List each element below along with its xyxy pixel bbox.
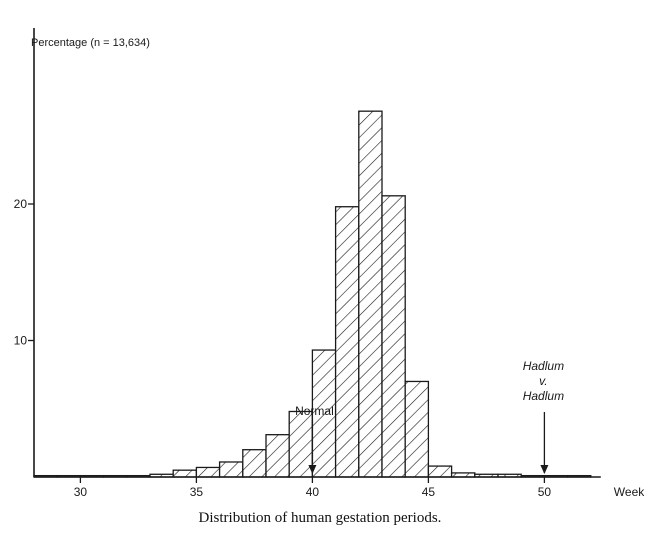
bar-week-36 bbox=[218, 461, 244, 478]
bar-week-44 bbox=[404, 380, 430, 478]
annotation-hadlum-line-0: Hadlum bbox=[523, 359, 564, 373]
bar-week-43 bbox=[381, 195, 406, 478]
bar-week-45 bbox=[427, 465, 453, 478]
x-tick-label-35: 35 bbox=[190, 485, 204, 499]
y-tick-label-10: 10 bbox=[14, 334, 28, 348]
bar-week-37 bbox=[242, 449, 267, 478]
bar-week-42 bbox=[358, 110, 383, 478]
bar-week-41 bbox=[334, 206, 360, 478]
bar-week-38 bbox=[265, 434, 290, 478]
annotation-hadlum-line-2: Hadlum bbox=[523, 389, 564, 403]
labels-layer: 30 35 40 45 50 10 20 Percentage (n = 13,634) Wee… bbox=[14, 37, 646, 499]
y-axis-label: Percentage (n = 13,634) bbox=[31, 37, 150, 49]
x-tick-label-30: 30 bbox=[74, 485, 88, 499]
annotation-hadlum: Hadlum v. Hadlum bbox=[523, 359, 564, 403]
bar-week-39 bbox=[288, 410, 314, 478]
y-tick-label-20: 20 bbox=[14, 197, 28, 211]
bars-layer bbox=[33, 110, 592, 478]
x-tick-label-40: 40 bbox=[306, 485, 320, 499]
axes-layer bbox=[28, 28, 601, 483]
annotation-hadlum-arrowhead bbox=[540, 465, 549, 474]
annotation-normal: Normal bbox=[295, 404, 334, 418]
annotation-normal-arrowhead bbox=[308, 465, 317, 474]
bar-week-35 bbox=[195, 466, 221, 478]
annotation-hadlum-line-1: v. bbox=[539, 374, 547, 388]
chart-title: Distribution of human gestation periods. bbox=[198, 510, 442, 526]
x-tick-label-50: 50 bbox=[538, 485, 552, 499]
annotations-layer: Normal Hadlum v. Hadlum bbox=[295, 359, 564, 474]
bar-week-34 bbox=[172, 469, 198, 478]
x-tick-label-45: 45 bbox=[422, 485, 436, 499]
x-axis-label: Week bbox=[614, 485, 645, 499]
